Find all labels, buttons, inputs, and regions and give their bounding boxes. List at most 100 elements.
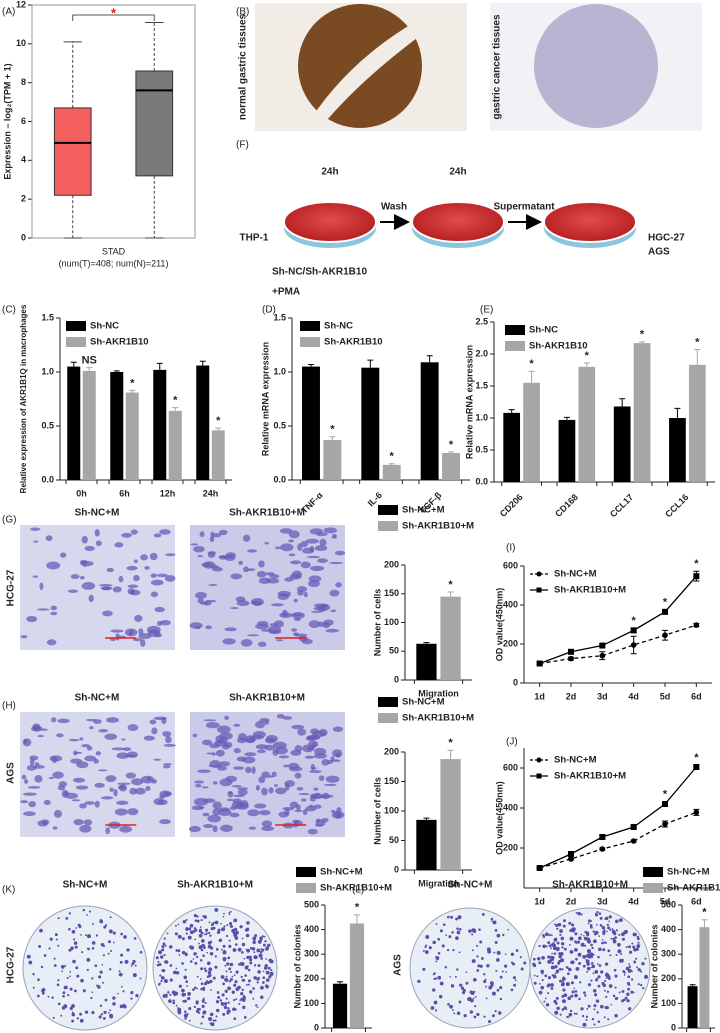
cell	[330, 809, 336, 813]
colony	[231, 975, 234, 978]
cell	[146, 625, 161, 634]
colony	[483, 973, 486, 976]
colony	[614, 997, 618, 1001]
x-tick-label: 2d	[566, 691, 577, 701]
colony	[615, 929, 618, 932]
bar	[420, 362, 439, 480]
colony	[568, 921, 572, 925]
colony	[38, 945, 42, 948]
marker	[693, 622, 700, 628]
significance: *	[694, 752, 699, 764]
colony	[206, 951, 209, 954]
colony	[81, 951, 84, 954]
panel-label: (B)	[236, 7, 249, 18]
colony	[457, 915, 462, 920]
colony	[241, 942, 246, 947]
cell	[247, 634, 260, 637]
cell	[273, 784, 279, 787]
colony	[245, 948, 248, 951]
cell	[149, 552, 158, 561]
colony	[491, 991, 496, 996]
y-tick-label: 2.5	[475, 316, 488, 326]
cell	[203, 719, 217, 722]
cell	[255, 744, 269, 750]
colony	[552, 941, 555, 945]
colony	[196, 919, 200, 923]
colony	[580, 933, 583, 936]
colony	[544, 997, 547, 1000]
colony	[627, 1007, 632, 1011]
cell	[325, 775, 340, 783]
cell	[195, 784, 202, 788]
x-tick-label: 4d	[628, 896, 639, 906]
colony	[459, 983, 463, 987]
colony	[90, 996, 93, 1000]
legend-swatch	[378, 521, 398, 531]
colony	[202, 954, 205, 958]
error-bar	[674, 407, 681, 418]
cell	[232, 794, 245, 798]
colony	[551, 956, 555, 960]
colony	[184, 968, 187, 971]
cell	[127, 584, 139, 588]
colony	[37, 978, 40, 982]
marker	[568, 655, 574, 662]
colony	[74, 945, 78, 949]
legend-label: Sh-NC	[90, 321, 119, 332]
cell	[115, 633, 120, 641]
y-tick-label: 0	[394, 864, 399, 874]
colony	[108, 968, 112, 971]
colony	[244, 966, 248, 970]
cell	[209, 743, 220, 749]
y-tick-label: 0	[314, 1022, 319, 1032]
cell	[321, 792, 330, 800]
colony	[55, 938, 58, 941]
colony	[625, 966, 630, 971]
cell	[80, 576, 85, 580]
colony	[232, 948, 237, 952]
colony	[605, 1005, 609, 1010]
colony	[175, 1004, 178, 1007]
cell	[70, 758, 83, 764]
colony	[568, 1012, 573, 1017]
colony	[256, 948, 261, 953]
colony	[474, 1005, 477, 1008]
cell	[247, 549, 258, 553]
cell	[331, 749, 343, 758]
cell	[22, 738, 32, 747]
colony	[109, 916, 112, 919]
colony	[245, 933, 250, 938]
colony	[189, 923, 194, 928]
colony	[553, 923, 556, 925]
colony	[575, 911, 578, 914]
marker	[662, 821, 668, 827]
colony	[640, 970, 643, 973]
colony	[611, 927, 614, 930]
colony	[71, 1011, 74, 1014]
colony	[227, 986, 231, 991]
colony	[119, 960, 123, 964]
colony	[591, 1017, 595, 1021]
colony	[207, 941, 212, 945]
colony	[73, 941, 78, 945]
colony	[636, 966, 639, 969]
colony	[569, 1009, 573, 1013]
colony	[249, 990, 253, 994]
colony	[100, 1013, 103, 1016]
legend-marker	[536, 773, 542, 779]
colony	[471, 949, 474, 952]
colony	[590, 925, 593, 929]
colony	[520, 967, 524, 971]
cell	[150, 591, 159, 598]
panel-label: (C)	[2, 305, 16, 316]
colony	[568, 967, 572, 972]
cell	[233, 766, 245, 770]
colony	[241, 937, 244, 940]
colony	[110, 949, 113, 953]
colony	[513, 983, 517, 987]
colony	[41, 989, 45, 993]
target-label: AGS	[648, 247, 670, 258]
legend-label: Sh-NC+M	[554, 569, 597, 580]
cell	[33, 765, 45, 769]
colony	[417, 979, 421, 984]
